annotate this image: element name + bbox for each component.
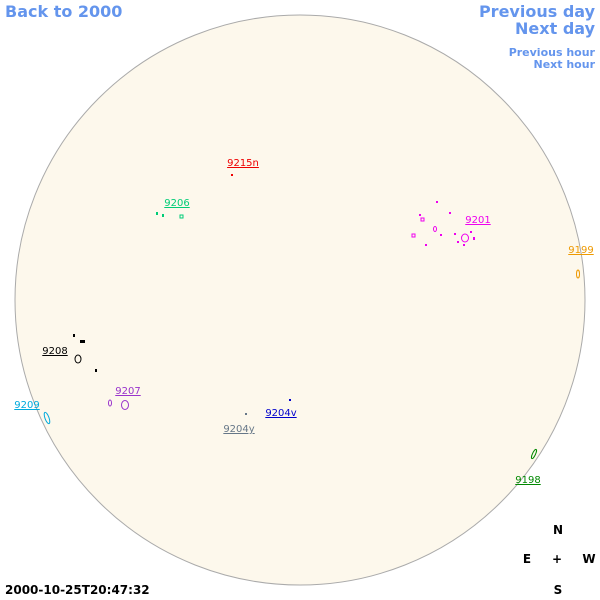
spot xyxy=(470,231,472,233)
spot xyxy=(289,399,291,401)
spot xyxy=(449,212,451,214)
spot xyxy=(530,448,538,460)
spot xyxy=(457,241,459,243)
spot xyxy=(95,369,97,372)
solar-disk xyxy=(14,14,586,586)
region: 9209 xyxy=(14,400,51,425)
region: 9208 xyxy=(42,334,97,372)
spot xyxy=(156,212,158,215)
spot xyxy=(419,214,421,216)
region-label[interactable]: 9215n xyxy=(227,158,259,169)
compass-east: E xyxy=(523,552,531,566)
region: 9201 xyxy=(411,201,491,246)
back-link[interactable]: Back to 2000 xyxy=(5,2,122,21)
spot xyxy=(179,214,184,219)
spot xyxy=(473,237,475,240)
region-label[interactable]: 9206 xyxy=(164,198,189,209)
spot xyxy=(420,217,425,222)
region-label[interactable]: 9201 xyxy=(465,215,490,226)
compass-south: S xyxy=(554,583,563,597)
region-label[interactable]: 9199 xyxy=(568,245,593,256)
spot xyxy=(74,354,82,364)
spot xyxy=(411,233,416,238)
spot xyxy=(43,411,51,425)
spot xyxy=(461,233,469,243)
next-day-link[interactable]: Next day xyxy=(515,19,596,38)
region: 9198 xyxy=(515,448,541,486)
compass-center: + xyxy=(552,552,562,566)
region-label[interactable]: 9208 xyxy=(42,346,67,357)
compass-west: W xyxy=(582,552,595,566)
region: 9207 xyxy=(108,386,141,410)
spot xyxy=(245,413,247,415)
spot xyxy=(121,400,129,410)
next-hour-link[interactable]: Next hour xyxy=(534,58,596,71)
spot xyxy=(454,233,456,235)
spot xyxy=(436,201,438,203)
region: 9206 xyxy=(156,198,190,219)
region: 9204y xyxy=(223,413,255,435)
spot xyxy=(231,174,233,176)
compass-north: N xyxy=(553,523,563,537)
spot xyxy=(433,226,437,232)
timestamp: 2000-10-25T20:47:32 xyxy=(5,583,150,597)
region: 9199 xyxy=(568,245,594,279)
previous-day-link[interactable]: Previous day xyxy=(479,2,596,21)
spot xyxy=(425,244,427,246)
region-label[interactable]: 9207 xyxy=(115,386,140,397)
spot xyxy=(73,334,75,337)
region-label[interactable]: 9204v xyxy=(265,408,296,419)
previous-hour-link[interactable]: Previous hour xyxy=(509,46,596,59)
spot xyxy=(80,340,85,343)
region-label[interactable]: 9209 xyxy=(14,400,39,411)
spot xyxy=(576,269,580,279)
spot xyxy=(440,234,442,236)
region-label[interactable]: 9204y xyxy=(223,424,254,435)
region: 9204v xyxy=(265,399,297,419)
region-label[interactable]: 9198 xyxy=(515,475,540,486)
spot xyxy=(162,214,164,217)
region: 9215n xyxy=(227,158,259,176)
spot xyxy=(108,399,112,407)
spot xyxy=(463,244,465,246)
